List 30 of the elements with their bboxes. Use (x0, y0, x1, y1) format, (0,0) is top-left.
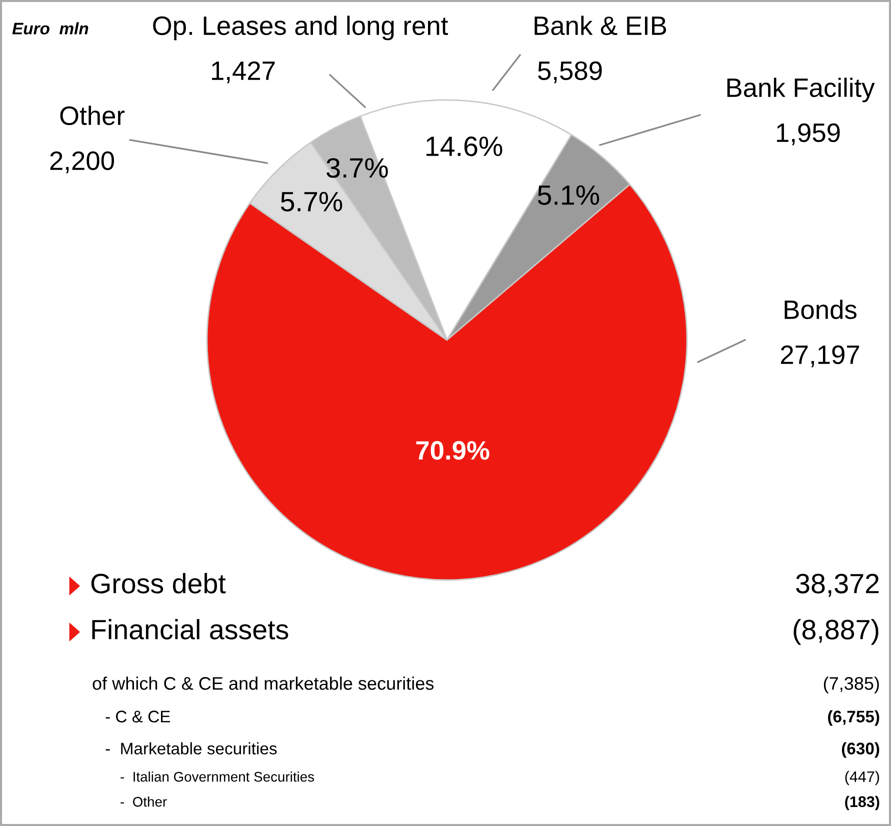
text: - Other (120, 796, 167, 807)
text: (8,887) (794, 619, 878, 645)
text: - Marketable securities (106, 742, 277, 754)
text: 38,372 (796, 574, 879, 597)
text: (447) (845, 770, 880, 786)
text: Financial assets (92, 619, 288, 640)
text: Gross debt (91, 573, 226, 594)
text: 5.1% (538, 185, 600, 205)
text: 5.7% (280, 192, 342, 212)
text: 3.7% (326, 158, 388, 178)
text: (183) (845, 796, 880, 810)
data-label: 27,197 (780, 345, 860, 368)
text: (7,385) (824, 676, 879, 694)
text: - Italian Government Securities (120, 772, 314, 782)
slice-label: Other (60, 106, 125, 126)
text: of which C & CE and marketable securities (92, 676, 434, 690)
slice-label: Op. Leases and long rent (153, 16, 448, 40)
slice-label: Bank Facility (727, 78, 875, 102)
data-label: 1,959 (776, 123, 840, 146)
text: 70.9% (416, 441, 490, 460)
text: (630) (842, 742, 880, 758)
text: - C & CE (106, 710, 170, 722)
data-label: 5,589 (538, 61, 602, 84)
text: Euro mln (12, 22, 88, 34)
text: 14.6% (426, 136, 502, 156)
slice-label: Bank & EIB (534, 16, 666, 36)
slice-label: Bonds (784, 300, 856, 320)
data-label: 1,427 (212, 61, 275, 84)
data-label: 2,200 (50, 151, 114, 174)
text: (6,755) (828, 710, 880, 726)
